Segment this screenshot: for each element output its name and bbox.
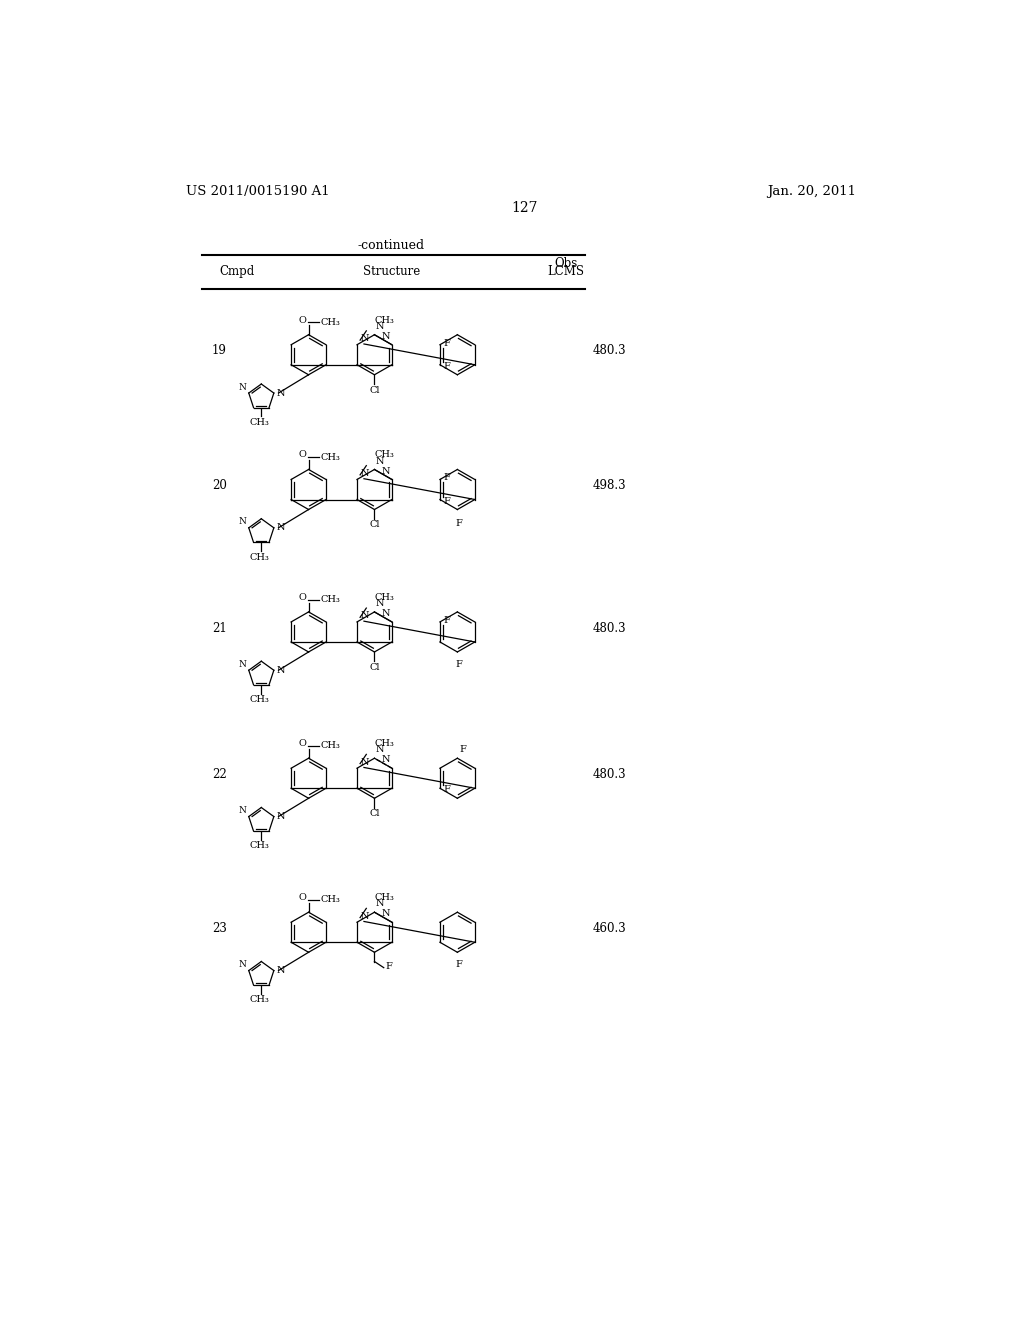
Text: N: N xyxy=(382,909,390,919)
Text: CH₃: CH₃ xyxy=(374,315,394,325)
Text: -continued: -continued xyxy=(358,239,425,252)
Text: N: N xyxy=(239,960,247,969)
Text: N: N xyxy=(276,523,286,532)
Text: 127: 127 xyxy=(512,201,538,215)
Text: 480.3: 480.3 xyxy=(593,345,627,358)
Text: F: F xyxy=(443,616,451,624)
Text: O: O xyxy=(298,315,306,325)
Text: O: O xyxy=(298,739,306,748)
Text: O: O xyxy=(298,450,306,459)
Text: CH₃: CH₃ xyxy=(374,894,394,903)
Text: N: N xyxy=(382,609,390,618)
Text: F: F xyxy=(443,362,451,371)
Text: Jan. 20, 2011: Jan. 20, 2011 xyxy=(768,185,856,198)
Text: LCMS: LCMS xyxy=(548,265,585,279)
Text: N: N xyxy=(276,812,286,821)
Text: Obs: Obs xyxy=(554,257,578,271)
Text: CH₃: CH₃ xyxy=(250,696,269,704)
Text: N: N xyxy=(239,383,247,392)
Text: F: F xyxy=(443,785,451,795)
Text: CH₃: CH₃ xyxy=(321,742,341,750)
Text: N: N xyxy=(376,599,384,609)
Text: 23: 23 xyxy=(212,921,226,935)
Text: N: N xyxy=(376,457,384,466)
Text: 480.3: 480.3 xyxy=(593,768,627,781)
Text: F: F xyxy=(459,744,466,754)
Text: CH₃: CH₃ xyxy=(250,841,269,850)
Text: N: N xyxy=(360,611,370,620)
Text: N: N xyxy=(376,746,384,755)
Text: F: F xyxy=(456,960,463,969)
Text: N: N xyxy=(360,758,370,767)
Text: N: N xyxy=(360,469,370,478)
Text: Cl: Cl xyxy=(370,663,380,672)
Text: Cmpd: Cmpd xyxy=(219,265,255,279)
Text: Structure: Structure xyxy=(362,265,420,279)
Text: N: N xyxy=(376,899,384,908)
Text: F: F xyxy=(443,496,451,506)
Text: CH₃: CH₃ xyxy=(321,595,341,605)
Text: 19: 19 xyxy=(212,345,226,358)
Text: F: F xyxy=(456,660,463,669)
Text: Cl: Cl xyxy=(370,520,380,529)
Text: F: F xyxy=(443,339,451,347)
Text: N: N xyxy=(276,388,286,397)
Text: N: N xyxy=(360,912,370,921)
Text: CH₃: CH₃ xyxy=(374,739,394,748)
Text: N: N xyxy=(360,334,370,343)
Text: 21: 21 xyxy=(212,622,226,635)
Text: N: N xyxy=(239,807,247,814)
Text: N: N xyxy=(239,517,247,527)
Text: N: N xyxy=(382,331,390,341)
Text: N: N xyxy=(239,660,247,669)
Text: CH₃: CH₃ xyxy=(374,450,394,459)
Text: 20: 20 xyxy=(212,479,226,492)
Text: F: F xyxy=(385,962,392,970)
Text: Cl: Cl xyxy=(370,809,380,818)
Text: CH₃: CH₃ xyxy=(374,593,394,602)
Text: CH₃: CH₃ xyxy=(321,453,341,462)
Text: N: N xyxy=(276,966,286,975)
Text: O: O xyxy=(298,894,306,903)
Text: CH₃: CH₃ xyxy=(250,418,269,426)
Text: CH₃: CH₃ xyxy=(250,995,269,1005)
Text: F: F xyxy=(443,474,451,482)
Text: N: N xyxy=(376,322,384,331)
Text: CH₃: CH₃ xyxy=(250,553,269,561)
Text: N: N xyxy=(382,467,390,475)
Text: 480.3: 480.3 xyxy=(593,622,627,635)
Text: CH₃: CH₃ xyxy=(321,895,341,904)
Text: N: N xyxy=(276,665,286,675)
Text: F: F xyxy=(456,519,463,528)
Text: O: O xyxy=(298,593,306,602)
Text: CH₃: CH₃ xyxy=(321,318,341,327)
Text: N: N xyxy=(382,755,390,764)
Text: 498.3: 498.3 xyxy=(593,479,627,492)
Text: 22: 22 xyxy=(212,768,226,781)
Text: 460.3: 460.3 xyxy=(593,921,627,935)
Text: Cl: Cl xyxy=(370,385,380,395)
Text: US 2011/0015190 A1: US 2011/0015190 A1 xyxy=(186,185,330,198)
